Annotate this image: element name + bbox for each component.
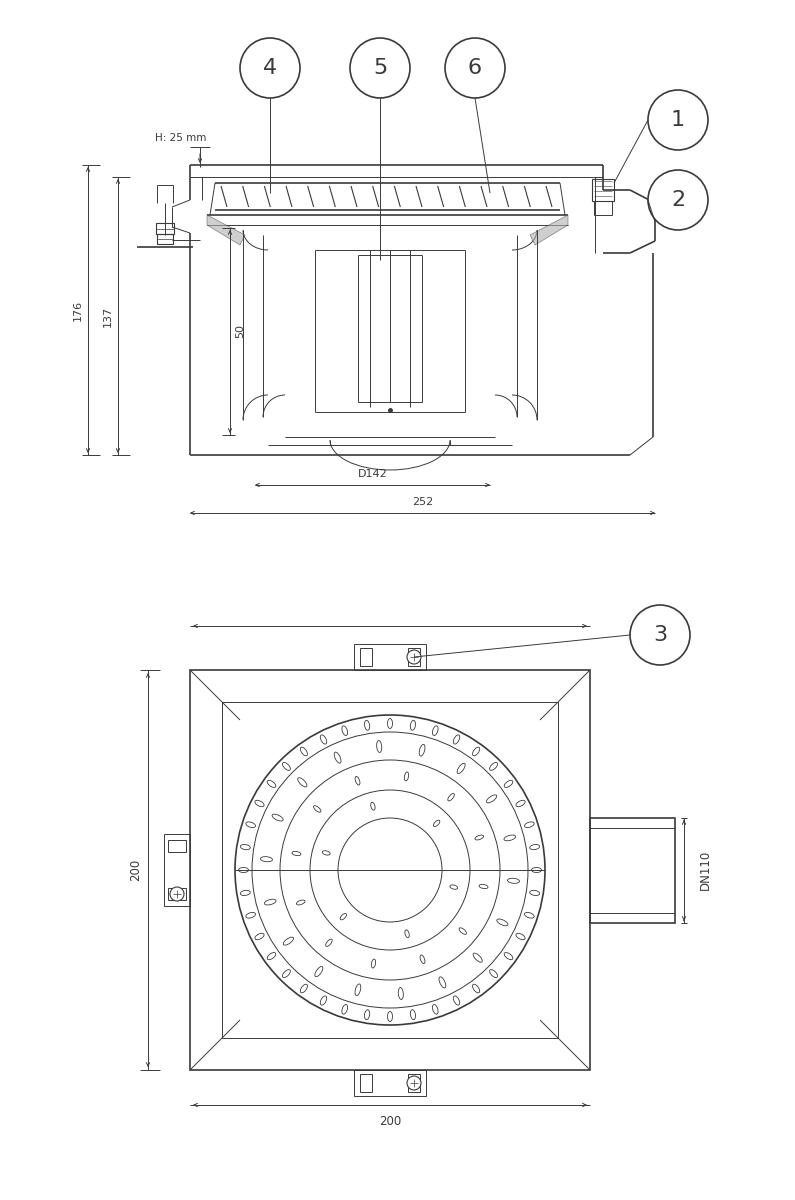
Text: 252: 252 xyxy=(412,497,433,506)
Circle shape xyxy=(350,38,410,98)
Bar xyxy=(157,234,173,244)
Polygon shape xyxy=(530,215,568,245)
Bar xyxy=(156,223,174,234)
Text: 6: 6 xyxy=(468,58,482,78)
Bar xyxy=(164,834,190,906)
Text: 4: 4 xyxy=(263,58,277,78)
Text: 200: 200 xyxy=(130,859,142,881)
Text: 50: 50 xyxy=(235,324,245,338)
Text: 1: 1 xyxy=(671,110,685,130)
Text: 200: 200 xyxy=(379,1115,401,1128)
Circle shape xyxy=(240,38,300,98)
Circle shape xyxy=(407,650,421,664)
Bar xyxy=(168,888,186,900)
Text: 137: 137 xyxy=(103,306,113,326)
Text: 176: 176 xyxy=(73,300,83,320)
Bar xyxy=(408,1074,420,1092)
Bar xyxy=(354,644,426,670)
Bar xyxy=(594,200,612,215)
Text: 3: 3 xyxy=(653,625,667,646)
Bar xyxy=(590,818,675,923)
Text: H: 25 mm: H: 25 mm xyxy=(155,133,207,143)
Bar xyxy=(408,648,420,666)
Bar xyxy=(360,1074,372,1092)
Bar xyxy=(360,648,372,666)
Bar xyxy=(222,702,558,1038)
Text: 2: 2 xyxy=(671,190,685,210)
Text: D142: D142 xyxy=(358,469,387,479)
Bar xyxy=(168,840,186,852)
Text: 5: 5 xyxy=(373,58,387,78)
Bar xyxy=(190,670,590,1070)
Circle shape xyxy=(445,38,505,98)
Circle shape xyxy=(648,170,708,230)
Circle shape xyxy=(648,90,708,150)
Circle shape xyxy=(407,1076,421,1090)
Text: DN110: DN110 xyxy=(699,850,712,890)
Polygon shape xyxy=(207,215,245,245)
Circle shape xyxy=(630,605,690,665)
Bar xyxy=(354,1070,426,1096)
Bar xyxy=(592,179,614,200)
Circle shape xyxy=(170,887,184,901)
